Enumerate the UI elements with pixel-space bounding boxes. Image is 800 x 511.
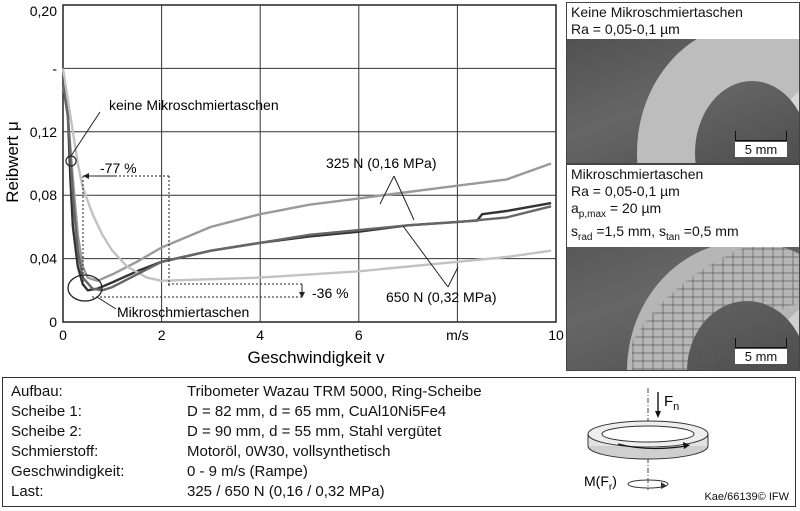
pct77-label: -77 % [100, 160, 137, 176]
scale-top-text: 5 mm [735, 142, 787, 157]
chart-axis-text: Reibwert μ Geschwindigkeit v [3, 121, 385, 367]
photo-with-pockets: Mikroschmiertaschen Ra = 0,05-0,1 µm ap,… [566, 164, 800, 371]
series-line-light_650 [61, 68, 552, 282]
ring-disc-schematic: Fn M(Fr) [584, 388, 709, 493]
mikro-label: Mikroschmiertaschen [117, 304, 249, 320]
x-axis-label: Geschwindigkeit v [247, 348, 385, 367]
y-tick-label: 0,08 [30, 187, 57, 203]
pct36-label: -36 % [312, 285, 349, 301]
friction-chart: 0 2 4 6 m/s 10 0 0,04 0,08 0,12 - 0,20 keine Mikros… [3, 3, 564, 367]
series-line-dark_650 [61, 84, 552, 292]
y-tick-label: - [52, 60, 57, 76]
chart-annotations: keine Mikroschmiertaschen Mikroschmierta… [65, 97, 497, 320]
photo-top-line2: Ra = 0,05-0,1 µm [571, 21, 680, 37]
credit-label: Kae/66139© IFW [704, 491, 789, 503]
photo-bottom-line4: srad =1,5 mm, stan =0,5 mm [571, 222, 739, 243]
x-tick-label: m/s [446, 327, 469, 343]
y-tick-label: 0,04 [30, 251, 57, 267]
label650-leader-b [447, 266, 459, 288]
setup-row: Scheibe 2: D = 90 mm, d = 55 mm, Stahl ve… [11, 423, 442, 440]
force-label: Fn [664, 393, 679, 413]
series-line-gray_325 [61, 84, 552, 282]
scale-bottom-text: 5 mm [735, 349, 787, 364]
photo-top-line1: Keine Mikroschmiertaschen [571, 4, 743, 20]
setup-row: Aufbau: Tribometer Wazau TRM 5000, Ring-S… [11, 383, 482, 400]
chart-series [61, 68, 552, 292]
setup-info-box: Aufbau: Tribometer Wazau TRM 5000, Ring-S… [2, 377, 796, 507]
mikro-leader [96, 296, 117, 310]
photo-bottom-line1: Mikroschmiertaschen [571, 166, 704, 182]
label-650: 650 N (0,32 MPa) [386, 289, 497, 305]
pct77-arrowhead [83, 173, 89, 179]
y-tick-label: 0 [49, 314, 57, 330]
label325-leader-a [379, 175, 395, 205]
x-tick-label: 4 [256, 327, 264, 343]
mikro-marker-ellipse [67, 274, 103, 302]
label650-leader-a [402, 225, 449, 288]
x-tick-label: 10 [548, 327, 564, 343]
setup-row: Scheibe 1: D = 82 mm, d = 65 mm, CuAl10Ni… [11, 403, 447, 420]
photo-bottom-label: Mikroschmiertaschen Ra = 0,05-0,1 µm ap,… [567, 165, 799, 247]
setup-row: Last: 325 / 650 N (0,16 / 0,32 MPa) [11, 483, 385, 500]
y-axis-label: Reibwert μ [3, 121, 22, 203]
photo-no-pockets: Keine Mikroschmiertaschen Ra = 0,05-0,1 … [566, 2, 800, 164]
scale-bar-top: 5 mm [735, 131, 787, 157]
photo-bottom-line3: ap,max = 20 µm [571, 200, 662, 220]
keine-leader [70, 111, 101, 157]
setup-row: Geschwindigkeit: 0 - 9 m/s (Rampe) [11, 463, 308, 480]
scale-bar-bottom: 5 mm [735, 338, 787, 364]
label-325: 325 N (0,16 MPa) [326, 155, 437, 171]
setup-row: Schmierstoff: Motoröl, 0W30, vollsyntheti… [11, 443, 391, 460]
photo-top-label: Keine Mikroschmiertaschen Ra = 0,05-0,1 … [567, 3, 799, 39]
moment-label: M(Fr) [584, 473, 617, 493]
y-tick-label: 0,12 [30, 124, 57, 140]
x-tick-label: 6 [355, 327, 363, 343]
y-tick-label: 0,20 [30, 3, 57, 19]
pct36-arrowhead [299, 292, 305, 298]
photo-bottom-line2: Ra = 0,05-0,1 µm [571, 183, 680, 199]
label325-leader-b [393, 175, 415, 221]
keine-label: keine Mikroschmiertaschen [109, 97, 279, 113]
x-tick-label: 0 [59, 327, 67, 343]
x-tick-label: 2 [158, 327, 166, 343]
